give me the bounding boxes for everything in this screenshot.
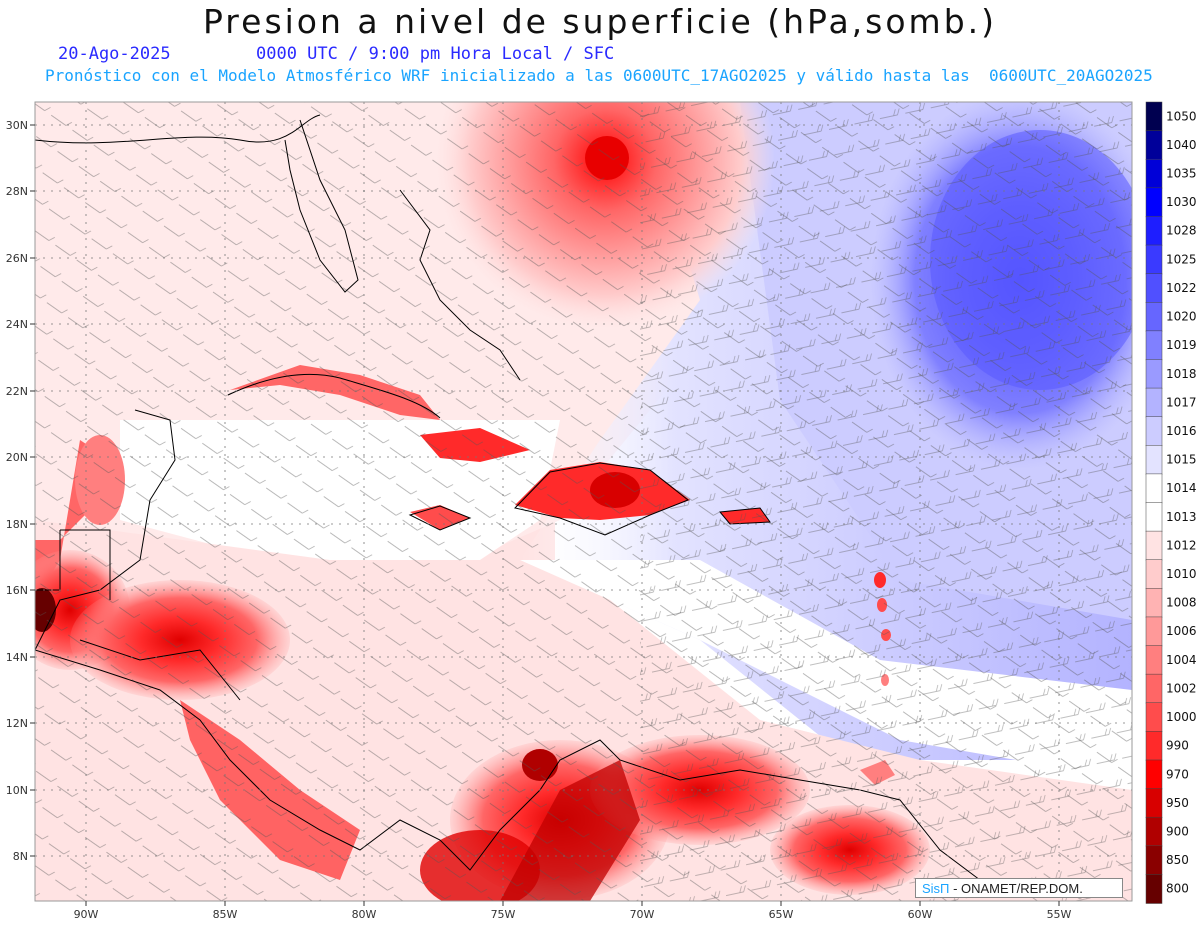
colorbar-label: 1019 bbox=[1166, 338, 1197, 352]
colorbar-label: 1010 bbox=[1166, 567, 1197, 581]
lat-tick: 14N bbox=[6, 651, 28, 664]
colorbar-swatch bbox=[1145, 816, 1163, 847]
colorbar-swatch bbox=[1145, 645, 1163, 675]
colorbar-swatch bbox=[1145, 101, 1163, 132]
colorbar-label: 1035 bbox=[1166, 167, 1197, 181]
map-field bbox=[35, 102, 1132, 901]
lat-tick: 30N bbox=[6, 119, 28, 132]
lat-tick-marks bbox=[30, 124, 35, 857]
graticule bbox=[35, 102, 1132, 901]
forecast-label: Pronóstico con el Modelo Atmosférico WRF… bbox=[45, 66, 1153, 85]
colorbar-label: 1028 bbox=[1166, 224, 1197, 238]
longitude-axis: 90W 85W 80W 75W 70W 65W 60W 55W bbox=[74, 908, 1072, 921]
lat-tick: 16N bbox=[6, 584, 28, 597]
lat-tick: 22N bbox=[6, 385, 28, 398]
colorbar-label: 1017 bbox=[1166, 395, 1197, 409]
colorbar-swatch bbox=[1145, 502, 1163, 532]
colorbar-label: 1030 bbox=[1166, 195, 1197, 209]
colorbar-swatch bbox=[1145, 445, 1163, 475]
colorbar-swatch bbox=[1145, 273, 1163, 303]
colorbar-swatch bbox=[1145, 359, 1163, 389]
colorbar-label: 990 bbox=[1166, 739, 1189, 753]
colorbar-swatch bbox=[1145, 731, 1163, 761]
lon-tick: 65W bbox=[769, 908, 794, 921]
lat-tick: 24N bbox=[6, 318, 28, 331]
credit-box: SisΠ - ONAMET/REP.DOM. bbox=[915, 878, 1123, 898]
credit-text: - ONAMET/REP.DOM. bbox=[949, 881, 1083, 896]
colorbar-swatch bbox=[1145, 387, 1163, 418]
colorbar-label: 1012 bbox=[1166, 538, 1197, 552]
colorbar-label: 1022 bbox=[1166, 281, 1197, 295]
colorbar-label: 900 bbox=[1166, 824, 1189, 838]
colorbar-label: 1020 bbox=[1166, 310, 1197, 324]
colorbar-swatch bbox=[1145, 416, 1163, 447]
colorbar-swatch bbox=[1145, 130, 1163, 160]
colorbar-swatch bbox=[1145, 158, 1163, 189]
colorbar-label: 1013 bbox=[1166, 510, 1197, 524]
lat-tick: 10N bbox=[6, 784, 28, 797]
lat-tick: 20N bbox=[6, 451, 28, 464]
lat-tick: 26N bbox=[6, 252, 28, 265]
colorbar-swatch bbox=[1145, 473, 1163, 504]
colorbar-swatch bbox=[1145, 330, 1163, 361]
lon-tick-marks bbox=[85, 901, 1060, 906]
colorbar-label: 850 bbox=[1166, 853, 1189, 867]
colorbar-label: 1040 bbox=[1166, 138, 1197, 152]
colorbar-swatch bbox=[1145, 216, 1163, 246]
colorbar-swatch bbox=[1145, 244, 1163, 275]
lon-tick: 70W bbox=[630, 908, 655, 921]
colorbar-label: 970 bbox=[1166, 767, 1189, 781]
date-label: 20-Ago-2025 bbox=[58, 44, 171, 64]
sispi-logo: SisΠ bbox=[922, 881, 950, 896]
lon-tick: 60W bbox=[908, 908, 933, 921]
colorbar-swatch bbox=[1145, 616, 1163, 647]
colorbar-swatch bbox=[1145, 874, 1163, 904]
colorbar-label: 1050 bbox=[1166, 109, 1197, 123]
colorbar-swatch bbox=[1145, 588, 1163, 618]
lon-tick: 90W bbox=[74, 908, 99, 921]
latitude-axis: 30N 28N 26N 24N 22N 20N 18N 16N 14N 12N … bbox=[6, 119, 28, 863]
colorbar-swatch bbox=[1145, 673, 1163, 704]
colorbar-label: 1002 bbox=[1166, 681, 1197, 695]
lon-tick: 80W bbox=[352, 908, 377, 921]
lat-tick: 18N bbox=[6, 518, 28, 531]
colorbar-label: 1016 bbox=[1166, 424, 1197, 438]
lat-tick: 8N bbox=[13, 850, 28, 863]
colorbar-label: 1018 bbox=[1166, 367, 1197, 381]
colorbar-label: 1000 bbox=[1166, 710, 1197, 724]
colorbar-swatch bbox=[1145, 845, 1163, 876]
colorbar-label: 1014 bbox=[1166, 481, 1197, 495]
time-label: 0000 UTC / 9:00 pm Hora Local / SFC bbox=[256, 44, 615, 64]
colorbar-swatch bbox=[1145, 559, 1163, 590]
colorbar-swatch bbox=[1145, 788, 1163, 818]
colorbar-label: 950 bbox=[1166, 796, 1189, 810]
colorbar: 1050 1040 1035 1030 1028 1025 1022 1020 1019 1018… bbox=[1145, 101, 1197, 904]
lat-tick: 28N bbox=[6, 185, 28, 198]
map-frame bbox=[34, 101, 1133, 902]
colorbar-label: 800 bbox=[1166, 882, 1189, 896]
colorbar-swatch bbox=[1145, 530, 1163, 561]
lon-tick: 55W bbox=[1047, 908, 1072, 921]
colorbar-label: 1025 bbox=[1166, 252, 1197, 266]
colorbar-swatch bbox=[1145, 702, 1163, 733]
colorbar-label: 1015 bbox=[1166, 453, 1197, 467]
lon-tick: 85W bbox=[213, 908, 238, 921]
colorbar-swatch bbox=[1145, 302, 1163, 332]
colorbar-label: 1006 bbox=[1166, 624, 1197, 638]
colorbar-label: 1004 bbox=[1166, 653, 1197, 667]
lat-tick: 12N bbox=[6, 717, 28, 730]
lon-tick: 75W bbox=[491, 908, 516, 921]
chart-title: Presion a nivel de superficie (hPa,somb.… bbox=[202, 2, 998, 41]
colorbar-swatch bbox=[1145, 187, 1163, 218]
colorbar-label: 1008 bbox=[1166, 596, 1197, 610]
colorbar-swatch bbox=[1145, 759, 1163, 790]
